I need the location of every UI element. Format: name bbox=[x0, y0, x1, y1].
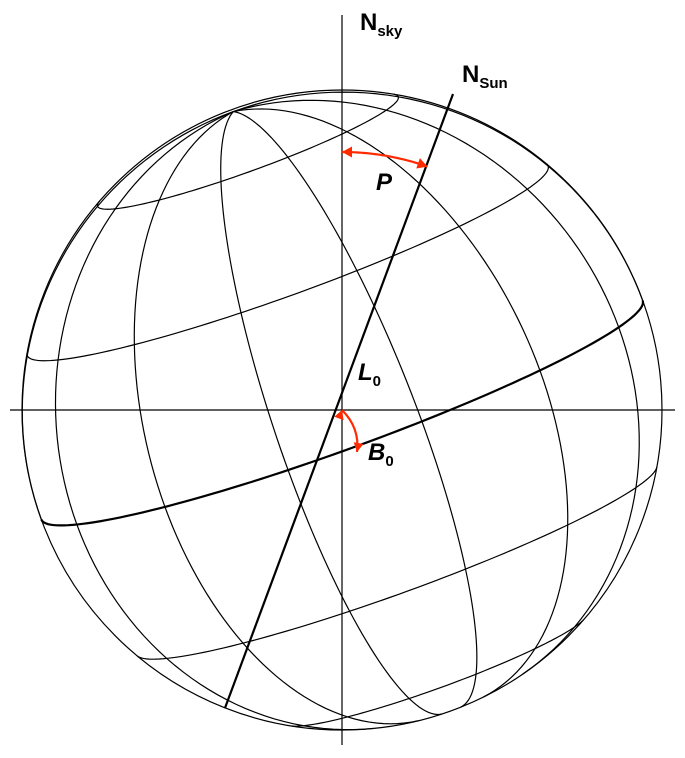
L0-label-sub: 0 bbox=[373, 373, 381, 390]
reference-axes bbox=[10, 15, 675, 745]
solar-rotation-axis bbox=[225, 94, 453, 708]
meridian-line bbox=[233, 109, 567, 697]
labels-layer: NskyNSunL0B0P bbox=[358, 9, 508, 470]
meridian-line bbox=[55, 112, 373, 730]
meridian-line bbox=[233, 92, 642, 300]
meridian-line bbox=[233, 112, 476, 708]
latitude-line bbox=[292, 620, 584, 726]
solar-orientation-diagram: NskyNSunL0B0P bbox=[0, 0, 685, 758]
B0-label: B0 bbox=[368, 439, 394, 470]
N_sun-label-main: N bbox=[462, 61, 479, 88]
meridian-line bbox=[221, 112, 442, 715]
B0-label-main: B bbox=[368, 439, 385, 466]
N_sky-label-sub: sky bbox=[377, 23, 403, 40]
meridian-line bbox=[233, 100, 639, 674]
N_sky-label: Nsky bbox=[360, 9, 403, 40]
position-angle-arc bbox=[342, 152, 428, 167]
meridian-line bbox=[134, 112, 418, 724]
latitude-line bbox=[27, 164, 548, 361]
latitude-line bbox=[137, 467, 657, 659]
B0-label-sub: 0 bbox=[385, 453, 393, 470]
N_sun-label-sub: Sun bbox=[479, 75, 507, 92]
L0-label: L0 bbox=[358, 359, 381, 390]
P-label: P bbox=[376, 169, 393, 196]
P-label-main: P bbox=[376, 169, 393, 196]
L0-label-main: L bbox=[358, 359, 373, 386]
N_sun-label: NSun bbox=[462, 61, 508, 92]
arrowhead-icon bbox=[342, 147, 352, 158]
N_sky-label-main: N bbox=[360, 9, 377, 36]
